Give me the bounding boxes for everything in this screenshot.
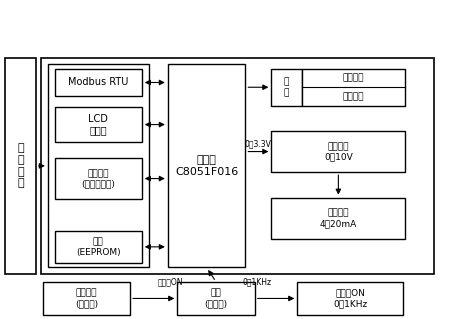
Text: 投光时ON: 投光时ON bbox=[157, 277, 183, 286]
Bar bbox=[302, 69, 405, 106]
Text: 0～3.3V: 0～3.3V bbox=[245, 139, 272, 148]
Text: 复位
(EEPROM): 复位 (EEPROM) bbox=[76, 237, 121, 256]
Text: LCD
液晶屏: LCD 液晶屏 bbox=[88, 114, 108, 135]
Text: 0～1KHz: 0～1KHz bbox=[243, 277, 272, 286]
Text: Modbus RTU: Modbus RTU bbox=[68, 78, 128, 87]
Bar bbox=[168, 64, 245, 268]
Bar bbox=[5, 58, 36, 274]
Bar bbox=[271, 197, 405, 239]
Text: 信号调理
4～20mA: 信号调理 4～20mA bbox=[320, 209, 357, 228]
Bar bbox=[271, 69, 302, 106]
Text: 光电码盘
(跳槽型): 光电码盘 (跳槽型) bbox=[75, 289, 98, 308]
Text: 信号调理
0～10V: 信号调理 0～10V bbox=[324, 142, 353, 161]
Bar bbox=[297, 282, 403, 315]
Bar bbox=[271, 131, 405, 172]
Bar bbox=[55, 69, 142, 96]
Bar bbox=[177, 282, 255, 315]
Text: 温度报警: 温度报警 bbox=[343, 74, 364, 83]
Text: 遮光时ON
0～1KHz: 遮光时ON 0～1KHz bbox=[333, 289, 367, 308]
Bar bbox=[43, 282, 130, 315]
Bar bbox=[55, 158, 142, 199]
Bar bbox=[55, 107, 142, 142]
Bar bbox=[48, 64, 149, 268]
Text: 输
出: 输 出 bbox=[284, 78, 289, 97]
Text: 电
源
转
换: 电 源 转 换 bbox=[17, 144, 24, 188]
Text: 光耦
(四槽型): 光耦 (四槽型) bbox=[204, 289, 228, 308]
Text: 电机转动: 电机转动 bbox=[343, 92, 364, 101]
Text: 温度传感
(磁力表贴式): 温度传感 (磁力表贴式) bbox=[81, 169, 115, 188]
Text: 单片机
C8051F016: 单片机 C8051F016 bbox=[175, 155, 238, 177]
Bar bbox=[55, 231, 142, 263]
Bar bbox=[41, 58, 434, 274]
